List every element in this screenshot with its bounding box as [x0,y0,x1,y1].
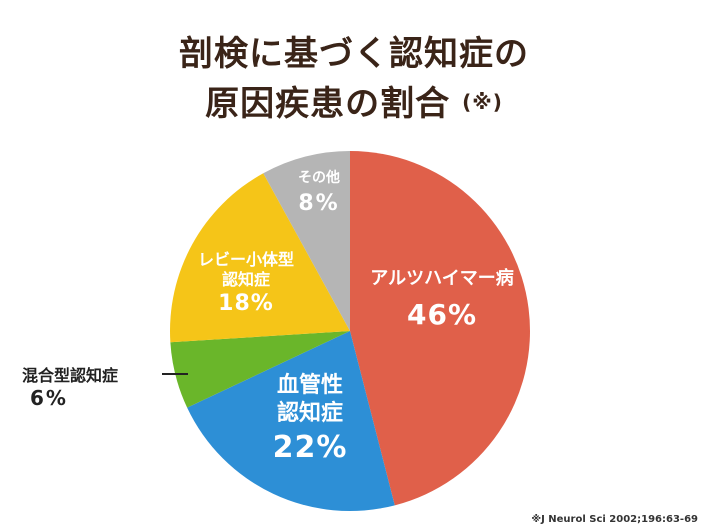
chart-title-line2-text: 原因疾患の割合 [205,84,451,124]
slice-vascular [187,331,395,511]
chart-title-line1: 剖検に基づく認知症の [179,34,529,74]
slice-lewy [170,173,350,343]
slice-label-mixed-name: 混合型認知症 [22,366,119,385]
chart-title-line2: 原因疾患の割合 (※) [0,76,708,125]
slice-label-alzheimer-name: アルツハイマー病 [370,268,514,289]
slice-label-lewy: レビー小体型 認知症 18% [176,250,316,318]
slice-other [263,151,350,331]
slice-value-lewy: 18% [218,291,274,316]
slice-label-other-name: その他 [298,170,340,186]
slice-label-alzheimer: アルツハイマー病 46% [352,268,532,332]
slice-value-mixed: 6% [30,386,68,410]
slice-label-mixed: 混合型認知症 [22,362,118,386]
mixed-leader-line [162,373,188,375]
slice-label-other: その他 8% [274,170,364,217]
slice-mixed [170,331,350,408]
slice-label-vascular-line2: 認知症 [276,400,343,426]
title-note-mark: (※) [462,89,503,114]
slice-label-vascular: 血管性 認知症 22% [240,372,380,467]
slice-value-vascular: 22% [272,430,348,465]
slice-value-alzheimer: 46% [406,297,478,331]
slice-label-vascular-line1: 血管性 [276,373,343,398]
slice-label-lewy-line2: 認知症 [221,270,270,289]
source-note: ※J Neurol Sci 2002;196:63-69 [531,514,698,525]
slice-alzheimer [350,151,531,506]
slice-value-other: 8% [298,190,340,216]
slice-label-lewy-line1: レビー小体型 [197,250,294,269]
